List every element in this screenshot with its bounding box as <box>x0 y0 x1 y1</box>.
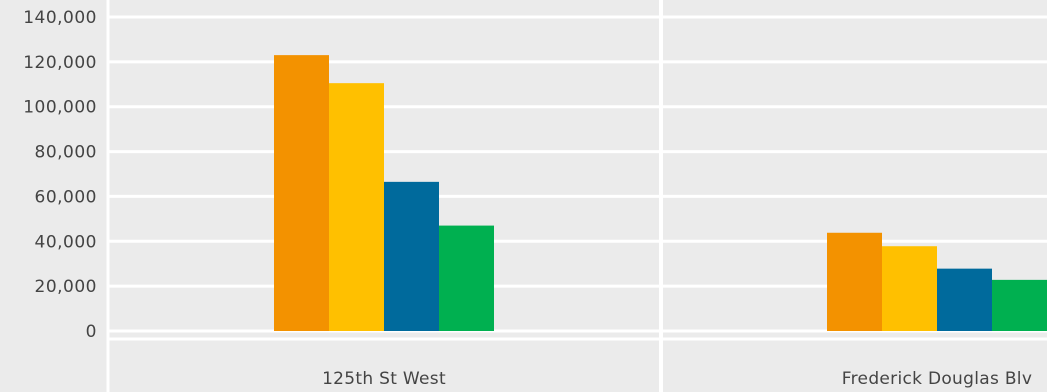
y-tick-label-6: 120,000 <box>23 53 97 73</box>
y-tick-label-1: 20,000 <box>35 277 97 297</box>
bar-1-3 <box>992 279 1047 331</box>
bar-0-2 <box>384 181 439 331</box>
y-tick-label-7: 140,000 <box>23 8 97 28</box>
y-tick-label-3: 60,000 <box>35 187 97 207</box>
y-axis-tick-labels: 0 20,000 40,000 60,000 80,000 100,000 120,000 1… <box>23 8 97 342</box>
y-tick-label-2: 40,000 <box>35 232 97 252</box>
bars <box>274 55 1047 332</box>
bar-1-0 <box>827 232 882 331</box>
bar-0-1 <box>329 83 384 332</box>
category-label-1: Frederick Douglas Blv <box>842 369 1032 389</box>
y-tick-label-4: 80,000 <box>35 143 97 163</box>
bar-0-3 <box>439 225 494 331</box>
bar-0-0 <box>274 55 329 331</box>
category-label-0: 125th St West <box>322 369 446 389</box>
bar-1-2 <box>937 268 992 331</box>
bar-1-1 <box>882 246 937 331</box>
x-axis-category-labels: 125th St West Frederick Douglas Blv <box>322 369 1032 389</box>
y-tick-label-0: 0 <box>86 322 97 342</box>
gridlines <box>106 0 1047 392</box>
y-tick-label-5: 100,000 <box>23 98 97 118</box>
